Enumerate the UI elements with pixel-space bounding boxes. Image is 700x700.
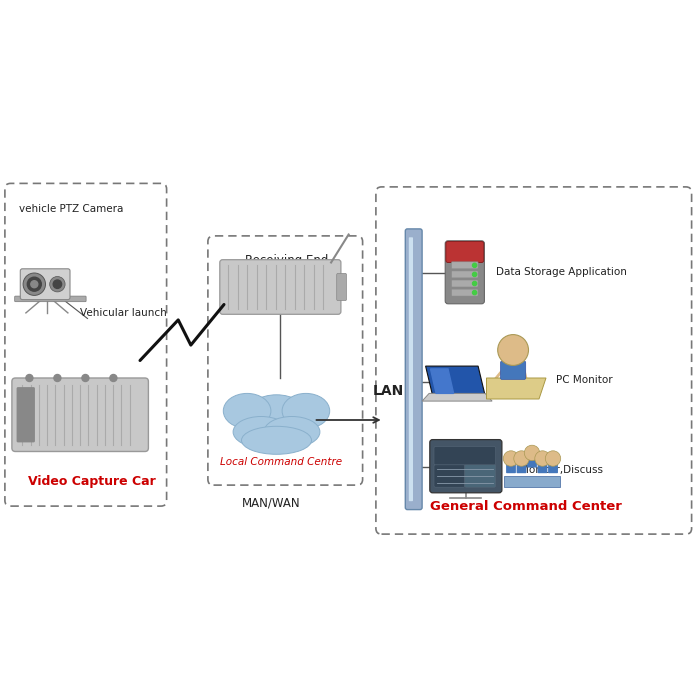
FancyBboxPatch shape <box>409 237 413 501</box>
FancyBboxPatch shape <box>15 296 86 302</box>
Text: Receiving End: Receiving End <box>245 254 328 267</box>
Text: MAN/WAN: MAN/WAN <box>241 497 300 510</box>
Ellipse shape <box>246 395 307 435</box>
Circle shape <box>27 277 41 291</box>
FancyBboxPatch shape <box>517 461 526 473</box>
FancyBboxPatch shape <box>538 461 547 473</box>
Circle shape <box>53 280 62 288</box>
Polygon shape <box>486 378 546 399</box>
FancyBboxPatch shape <box>17 387 35 442</box>
FancyBboxPatch shape <box>220 260 341 314</box>
Circle shape <box>535 451 550 466</box>
FancyBboxPatch shape <box>500 361 526 379</box>
Circle shape <box>473 263 477 267</box>
Text: Local Command Centre: Local Command Centre <box>220 457 342 467</box>
Circle shape <box>514 451 529 466</box>
Polygon shape <box>426 366 485 396</box>
Circle shape <box>473 290 477 295</box>
Circle shape <box>524 445 540 461</box>
Ellipse shape <box>233 416 289 447</box>
Circle shape <box>110 374 117 382</box>
FancyBboxPatch shape <box>20 269 70 300</box>
Circle shape <box>473 281 477 286</box>
FancyBboxPatch shape <box>12 378 148 452</box>
Ellipse shape <box>241 426 312 454</box>
Circle shape <box>503 451 519 466</box>
Polygon shape <box>504 476 560 486</box>
FancyBboxPatch shape <box>452 262 478 269</box>
Text: Data Storage Application: Data Storage Application <box>496 267 626 277</box>
Polygon shape <box>422 393 492 401</box>
Circle shape <box>54 374 61 382</box>
FancyBboxPatch shape <box>465 465 496 487</box>
FancyBboxPatch shape <box>430 440 502 493</box>
Text: Video Capture Car: Video Capture Car <box>28 475 155 488</box>
Circle shape <box>82 374 89 382</box>
FancyBboxPatch shape <box>405 229 422 510</box>
Text: vehicle PTZ Camera: vehicle PTZ Camera <box>19 204 123 214</box>
Circle shape <box>498 335 528 365</box>
Ellipse shape <box>264 416 320 447</box>
FancyBboxPatch shape <box>434 465 465 487</box>
Polygon shape <box>430 369 454 393</box>
FancyBboxPatch shape <box>527 456 537 468</box>
Circle shape <box>473 272 477 276</box>
Circle shape <box>545 451 561 466</box>
Circle shape <box>31 281 38 288</box>
FancyBboxPatch shape <box>452 289 478 296</box>
Text: LAN: LAN <box>372 384 404 398</box>
FancyBboxPatch shape <box>337 273 346 301</box>
FancyBboxPatch shape <box>434 447 496 465</box>
FancyBboxPatch shape <box>548 461 558 473</box>
Text: General Command Center: General Command Center <box>430 500 622 513</box>
FancyBboxPatch shape <box>446 241 484 262</box>
Circle shape <box>23 273 46 295</box>
FancyBboxPatch shape <box>452 271 478 278</box>
Text: Monitor,Discuss: Monitor,Discuss <box>520 466 603 475</box>
Text: PC Monitor: PC Monitor <box>556 375 613 385</box>
Circle shape <box>26 374 33 382</box>
FancyBboxPatch shape <box>445 241 484 304</box>
Ellipse shape <box>282 393 330 428</box>
FancyBboxPatch shape <box>452 280 478 287</box>
Ellipse shape <box>223 393 271 428</box>
Text: Vehicular launch: Vehicular launch <box>80 309 167 318</box>
Circle shape <box>50 276 65 292</box>
FancyBboxPatch shape <box>506 461 516 473</box>
